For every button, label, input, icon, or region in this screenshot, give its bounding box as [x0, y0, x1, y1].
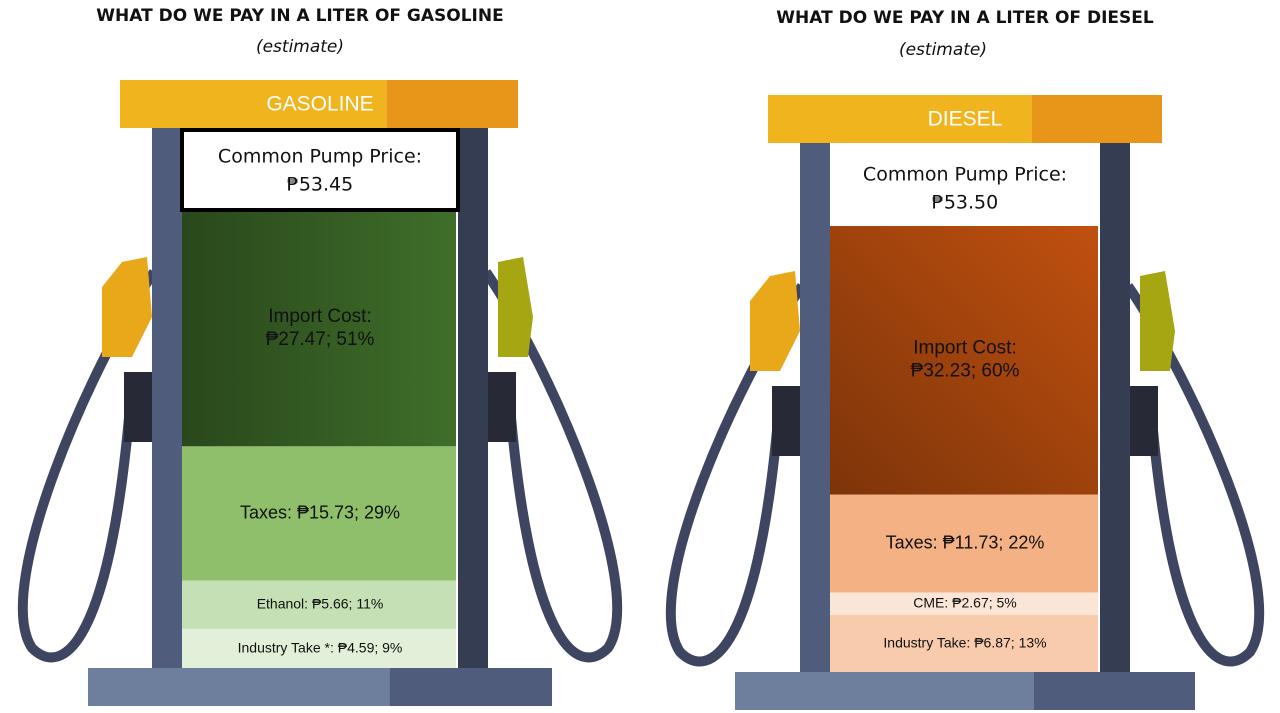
segment-name: Taxes: [240, 502, 292, 522]
segment-label: ₱6.87; 13% [974, 634, 1046, 650]
pump-column [152, 128, 182, 668]
price-title: Common Pump Price: [863, 164, 1067, 186]
price-value: ₱53.45 [287, 174, 353, 196]
segment-label: ₱32.23; 60% [911, 360, 1020, 381]
nozzle [750, 271, 800, 371]
holster [772, 386, 800, 456]
segment-name: Industry Take *: [238, 639, 334, 655]
chart-subtitle: (estimate) [899, 40, 987, 60]
pump-base [735, 672, 1034, 710]
chart-subtitle: (estimate) [256, 37, 344, 57]
chart-title: WHAT DO WE PAY IN A LITER OF GASOLINE [96, 6, 503, 26]
segment-name: Import Cost: [268, 306, 371, 327]
infographic: GASOLINE WHAT DO WE PAY IN A LITER OF GAS… [0, 0, 1280, 713]
segment-name: Ethanol: [257, 595, 308, 611]
pump-column [458, 128, 488, 668]
price-value: ₱53.50 [932, 192, 998, 214]
segment-name: CME: [913, 594, 948, 610]
pump-base [390, 668, 552, 706]
pump-label: GASOLINE [266, 93, 373, 116]
segment-text: Taxes: ₱11.73; 22% [886, 532, 1045, 552]
holster [488, 372, 516, 442]
holster [124, 372, 152, 442]
nozzle [498, 257, 533, 357]
segment-text: Industry Take *: ₱4.59; 9% [238, 639, 403, 655]
segment-label: ₱11.73; 22% [943, 532, 1045, 552]
chart-title: WHAT DO WE PAY IN A LITER OF DIESEL [776, 8, 1154, 28]
segment-name: Industry Take: [883, 634, 970, 650]
price-title: Common Pump Price: [218, 146, 422, 168]
pump-base [1034, 672, 1195, 710]
segment-label: ₱5.66; 11% [312, 595, 383, 611]
price-box [182, 130, 458, 210]
pump-header [387, 80, 518, 128]
segment-label: ₱2.67; 5% [952, 594, 1017, 610]
nozzle [1140, 271, 1175, 371]
pump-base [88, 668, 390, 706]
pump-label: DIESEL [928, 108, 1003, 131]
nozzle [102, 257, 152, 357]
segment-text: Industry Take: ₱6.87; 13% [883, 634, 1046, 650]
segment-label: ₱27.47; 51% [266, 329, 375, 350]
segment-name: Import Cost: [913, 337, 1016, 358]
pump-header [1032, 95, 1162, 143]
pump-column [1100, 143, 1130, 672]
segment-name: Taxes: [886, 532, 938, 552]
segment-label: ₱15.73; 29% [297, 502, 400, 522]
segment-text: CME: ₱2.67; 5% [913, 594, 1017, 610]
segment-label: ₱4.59; 9% [338, 639, 403, 655]
segment-text: Ethanol: ₱5.66; 11% [257, 595, 384, 611]
segment-text: Taxes: ₱15.73; 29% [240, 502, 400, 522]
holster [1130, 386, 1158, 456]
pump-column [800, 143, 830, 672]
